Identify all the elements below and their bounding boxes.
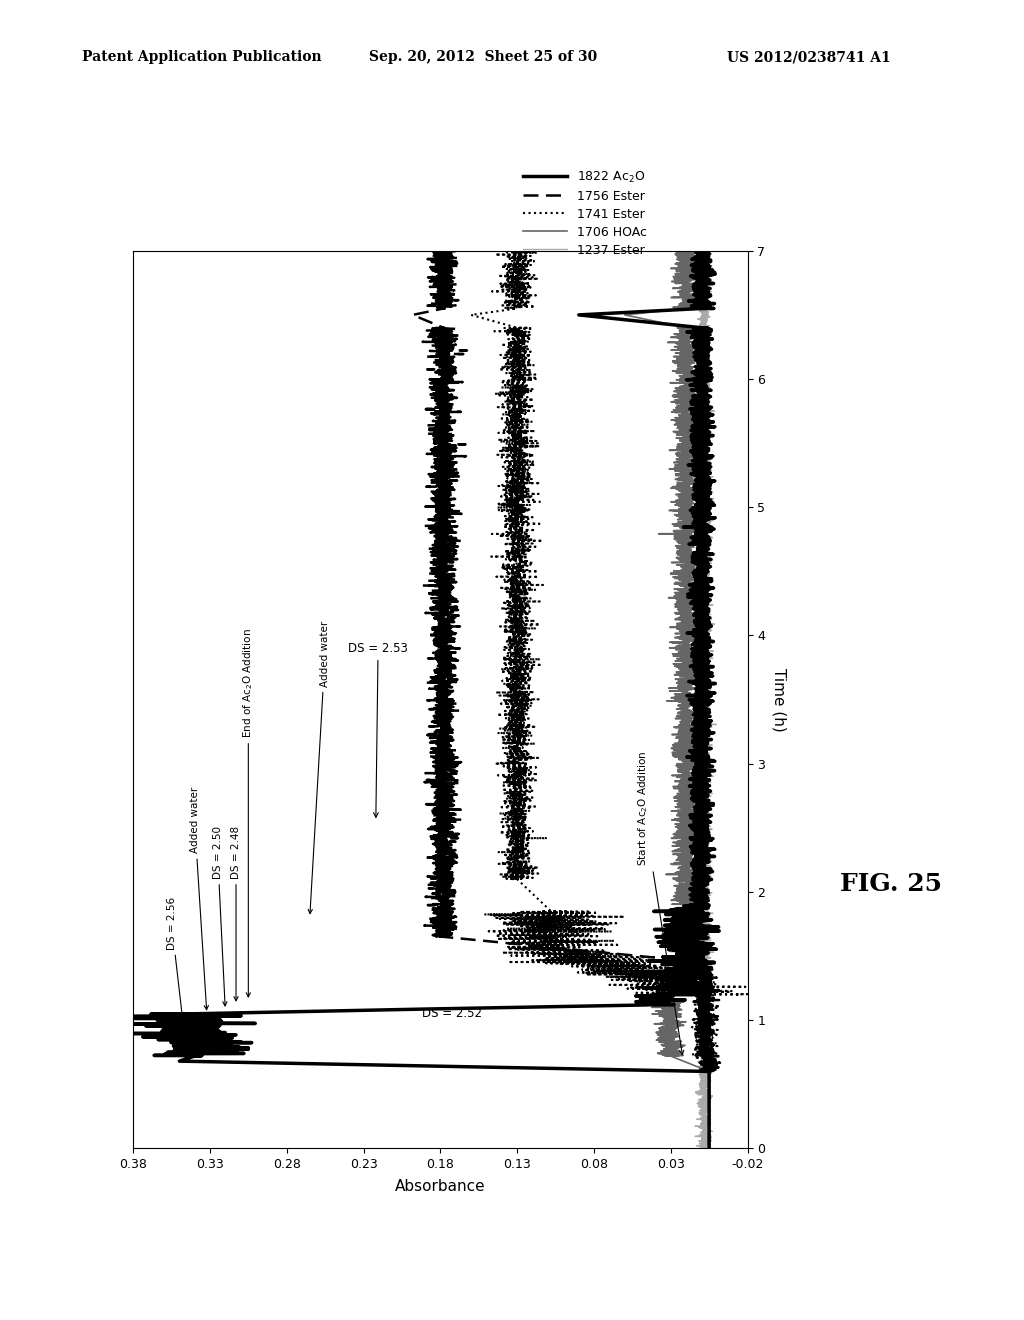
Text: DS = 2.52: DS = 2.52 bbox=[422, 1007, 482, 1020]
Text: Sep. 20, 2012  Sheet 25 of 30: Sep. 20, 2012 Sheet 25 of 30 bbox=[369, 50, 597, 65]
X-axis label: Absorbance: Absorbance bbox=[395, 1180, 485, 1195]
Text: DS = 2.53: DS = 2.53 bbox=[348, 642, 408, 817]
Text: Patent Application Publication: Patent Application Publication bbox=[82, 50, 322, 65]
Text: Added water: Added water bbox=[189, 787, 209, 1010]
Y-axis label: Time (h): Time (h) bbox=[771, 668, 786, 731]
Text: DS = 2.56: DS = 2.56 bbox=[167, 896, 188, 1052]
Text: Start of Ac$_2$O Addition: Start of Ac$_2$O Addition bbox=[636, 751, 684, 1055]
Text: FIG. 25: FIG. 25 bbox=[840, 873, 942, 896]
Text: DS = 2.48: DS = 2.48 bbox=[231, 826, 241, 1001]
Text: End of Ac$_2$O Addition: End of Ac$_2$O Addition bbox=[242, 628, 255, 997]
Text: US 2012/0238741 A1: US 2012/0238741 A1 bbox=[727, 50, 891, 65]
Text: Added water: Added water bbox=[308, 620, 330, 913]
Legend: 1822 Ac$_2$O, 1756 Ester, 1741 Ester, 1706 HOAc, 1237 Ester: 1822 Ac$_2$O, 1756 Ester, 1741 Ester, 17… bbox=[518, 165, 652, 261]
Text: DS = 2.50: DS = 2.50 bbox=[213, 826, 227, 1006]
